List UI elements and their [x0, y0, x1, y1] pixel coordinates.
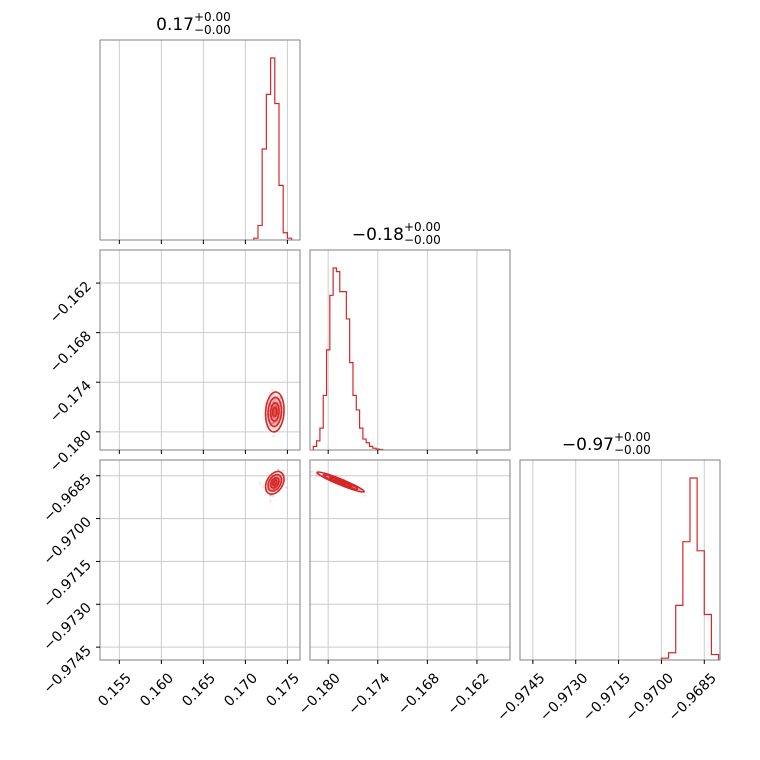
sample-point: [274, 403, 277, 407]
sample-point: [272, 428, 275, 431]
x-tick-label: −0.174: [345, 670, 393, 718]
sample-point: [269, 499, 272, 503]
sample-point: [282, 469, 285, 472]
parameter-title-0: 0.17: [156, 15, 194, 35]
sample-point: [273, 399, 276, 402]
sample-point: [261, 485, 264, 489]
sample-point: [271, 422, 274, 425]
contour-level-3: [271, 406, 278, 418]
title-upper-error-2: +0.00: [614, 430, 651, 444]
panel-frame: [99, 39, 301, 241]
sample-point: [272, 421, 275, 424]
sample-point: [272, 434, 275, 438]
x-tick-label: −0.180: [296, 670, 344, 718]
sample-point: [271, 422, 275, 425]
histogram-line: [253, 57, 293, 240]
panel-frame: [309, 459, 511, 661]
panel-2-2: −0.9745−0.9730−0.9715−0.9700−0.9685: [494, 459, 721, 725]
contour-level-3: [334, 478, 347, 486]
contour-level-0: [264, 470, 285, 495]
y-tick-label: −0.168: [47, 328, 95, 376]
sample-point: [269, 419, 272, 422]
panel-1-0: −0.180−0.174−0.168−0.162: [47, 249, 301, 475]
x-tick-label: 0.165: [179, 670, 219, 710]
x-tick-label: −0.162: [445, 670, 493, 718]
sample-point: [315, 474, 318, 477]
sample-point: [273, 481, 276, 484]
sample-point: [272, 422, 275, 425]
title-upper-error-0: +0.00: [194, 10, 231, 24]
sample-point: [275, 421, 278, 424]
sample-point: [268, 392, 271, 395]
x-tick-label: −0.168: [395, 670, 443, 718]
x-tick-label: 0.155: [95, 670, 135, 710]
panel-frame: [309, 249, 511, 451]
sample-point: [272, 495, 275, 498]
histogram-line: [312, 267, 384, 450]
panel-frame: [99, 249, 301, 451]
panel-1-1: [309, 249, 511, 454]
panel-frame: [519, 459, 721, 661]
parameter-title-2: −0.97: [562, 435, 614, 455]
sample-point: [270, 487, 273, 491]
sample-point: [311, 470, 314, 473]
panel-frame: [99, 459, 301, 661]
sample-point: [285, 478, 288, 481]
x-tick-label: 0.160: [137, 670, 177, 710]
x-tick-label: 0.175: [263, 670, 303, 710]
title-lower-error-0: −0.00: [194, 23, 231, 37]
parameter-title-1: −0.18: [352, 225, 404, 245]
y-tick-label: −0.180: [47, 427, 95, 475]
panel-2-0: 0.155 0.160 0.165 0.170 0.175−0.9745−0.9730−…: [41, 459, 303, 710]
sample-point: [277, 468, 280, 472]
title-lower-error-2: −0.00: [614, 443, 651, 457]
histogram-line: [660, 477, 720, 660]
sample-point: [363, 494, 366, 497]
sample-point: [259, 482, 262, 485]
y-tick-label: −0.174: [47, 378, 95, 426]
sample-point: [273, 411, 276, 414]
sample-point: [271, 388, 274, 392]
sample-point: [285, 486, 288, 489]
x-tick-label: 0.170: [221, 670, 261, 710]
sample-point: [274, 398, 277, 401]
title-upper-error-1: +0.00: [404, 220, 441, 234]
contour-level-2: [269, 402, 280, 422]
panel-0-0: [99, 39, 301, 244]
sample-point: [269, 494, 272, 497]
panel-2-1: −0.180 −0.174 −0.168 −0.162: [296, 459, 511, 718]
contour-level-3: [271, 479, 278, 487]
y-tick-label: −0.162: [47, 279, 95, 327]
title-lower-error-1: −0.00: [404, 233, 441, 247]
